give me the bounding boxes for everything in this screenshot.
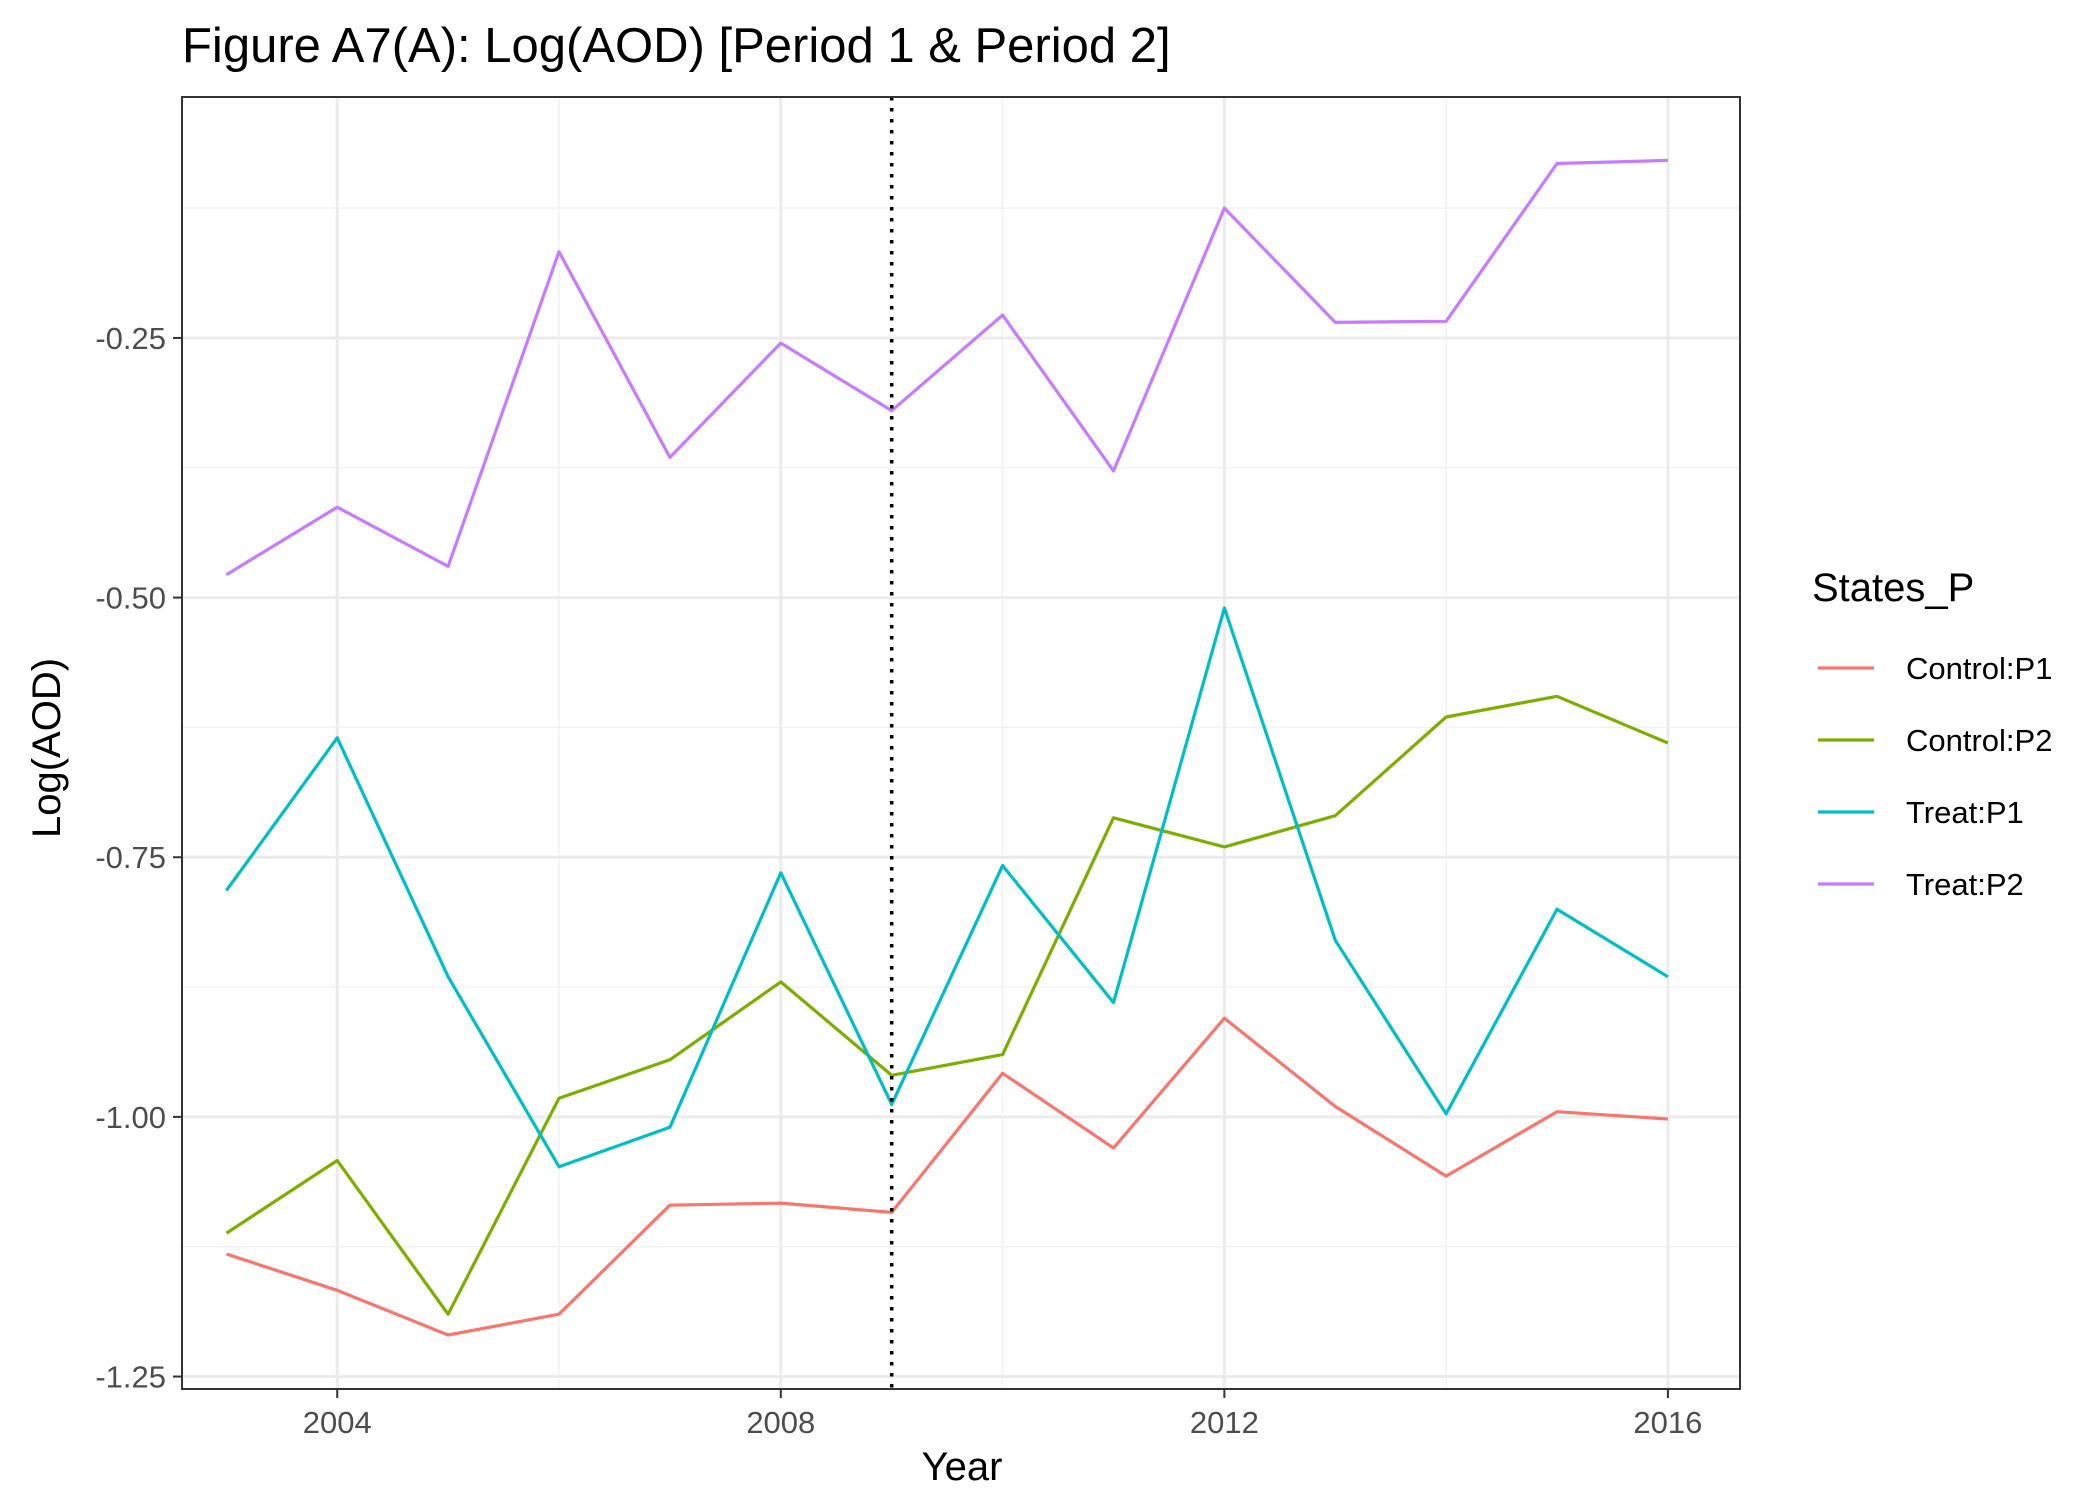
y-tick-label: -1.00 <box>95 1100 166 1135</box>
minor-gridlines <box>182 97 1740 1389</box>
legend-label: Control:P2 <box>1906 723 2052 758</box>
y-axis-title: Log(AOD) <box>25 658 69 838</box>
series-line-control-p1 <box>225 1016 1669 1337</box>
legend-label: Treat:P1 <box>1906 795 2024 830</box>
x-tick-label: 2004 <box>303 1405 372 1440</box>
x-axis: 2004 2008 2012 2016 <box>303 1389 1702 1440</box>
x-tick-label: 2012 <box>1190 1405 1259 1440</box>
y-tick-label: -1.25 <box>95 1360 166 1395</box>
major-gridlines <box>182 97 1740 1389</box>
x-tick-label: 2008 <box>746 1405 815 1440</box>
series-line-control-p2 <box>225 694 1669 1316</box>
panel-border <box>181 96 1741 1390</box>
y-axis: -1.25 -1.00 -0.75 -0.50 -0.25 <box>95 321 182 1395</box>
legend: States_P Control:P1 Control:P2 Treat:P1 Tre… <box>1812 566 2052 902</box>
chart-title: Figure A7(A): Log(AOD) [Period 1 & Perio… <box>182 19 1171 73</box>
series-layer <box>225 158 1669 1337</box>
legend-label: Treat:P2 <box>1906 867 2024 902</box>
series-line-treat-p2 <box>225 158 1668 577</box>
y-tick-label: -0.50 <box>95 581 166 616</box>
series-line-treat-p1 <box>225 606 1669 1169</box>
legend-title: States_P <box>1812 566 1974 610</box>
y-tick-label: -0.75 <box>95 840 166 875</box>
x-tick-label: 2016 <box>1633 1405 1702 1440</box>
legend-label: Control:P1 <box>1906 651 2052 686</box>
x-axis-title: Year <box>922 1445 1003 1489</box>
y-tick-label: -0.25 <box>95 321 166 356</box>
